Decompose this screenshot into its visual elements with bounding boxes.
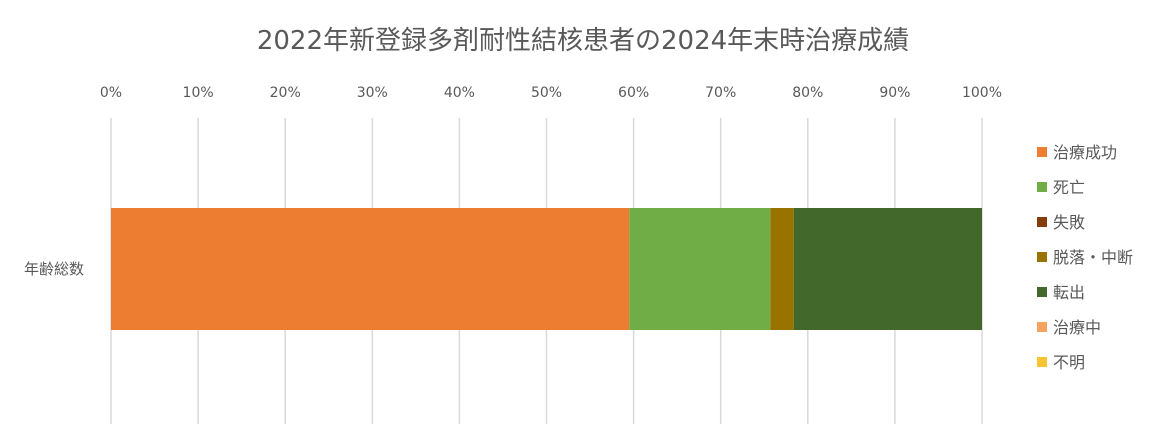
x-tick-label: 20% [270,85,301,101]
x-tick-label: 80% [792,85,823,101]
legend-label: 不明 [1053,353,1085,372]
legend-label: 脱落・中断 [1053,248,1133,267]
legend-label: 治療成功 [1053,143,1117,162]
bar-segment [770,208,794,330]
x-tick-label: 60% [618,85,649,101]
x-tick-label: 90% [879,85,910,101]
x-tick-label: 100% [962,85,1002,101]
legend-swatch [1037,182,1047,192]
x-tick-label: 70% [705,85,736,101]
legend-label: 死亡 [1053,178,1085,197]
legend-label: 転出 [1053,283,1085,302]
legend-swatch [1037,357,1047,367]
legend-swatch [1037,147,1047,157]
x-tick-label: 10% [183,85,214,101]
x-tick-label: 50% [531,85,562,101]
legend-swatch [1037,287,1047,297]
x-tick-label: 30% [357,85,388,101]
bar-segment [793,208,982,330]
chart-title: 2022年新登録多剤耐性結核患者の2024年末時治療成績 [256,26,910,56]
category-label: 年齢総数 [24,260,84,278]
legend-label: 失敗 [1053,213,1085,232]
legend-label: 治療中 [1053,318,1101,337]
legend-swatch [1037,217,1047,227]
legend-swatch [1037,322,1047,332]
bar-segment [111,208,630,330]
bar-segment [629,208,771,330]
legend-swatch [1037,252,1047,262]
x-tick-label: 0% [100,85,122,101]
x-tick-label: 40% [444,85,475,101]
